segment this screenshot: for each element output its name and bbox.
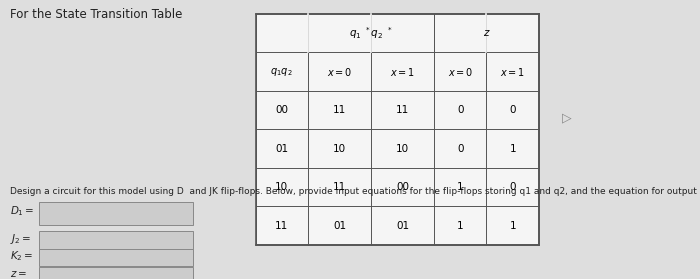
Text: $K_2=$: $K_2=$ [10,249,34,263]
Text: $x=1$: $x=1$ [390,66,415,78]
Text: 1: 1 [510,221,516,231]
Text: 11: 11 [333,105,346,115]
Text: $x=0$: $x=0$ [327,66,352,78]
Text: 10: 10 [275,182,288,192]
FancyBboxPatch shape [38,249,193,266]
Text: $J_2=$: $J_2=$ [10,232,32,246]
Text: 0: 0 [510,182,516,192]
Text: 1: 1 [510,144,516,154]
Text: 00: 00 [396,182,409,192]
Text: 00: 00 [275,105,288,115]
Text: $x=0$: $x=0$ [447,66,473,78]
FancyBboxPatch shape [256,14,539,245]
Text: For the State Transition Table: For the State Transition Table [10,8,183,21]
Text: 11: 11 [333,182,346,192]
Text: 11: 11 [396,105,409,115]
FancyBboxPatch shape [38,267,193,279]
Text: $q_1q_2$: $q_1q_2$ [270,66,293,78]
Text: 1: 1 [457,221,463,231]
Text: $q_1\ ^*q_2\ ^*$: $q_1\ ^*q_2\ ^*$ [349,25,393,41]
Text: $z=$: $z=$ [10,269,27,279]
Text: 0: 0 [457,105,463,115]
Text: 1: 1 [457,182,463,192]
Text: 11: 11 [275,221,288,231]
Text: 01: 01 [275,144,288,154]
Text: Design a circuit for this model using D  and JK flip-flops. Below, provide input: Design a circuit for this model using D … [10,187,700,196]
Text: ▷: ▷ [562,111,572,124]
FancyBboxPatch shape [38,231,193,249]
Text: 01: 01 [396,221,409,231]
Text: 01: 01 [333,221,346,231]
Text: 0: 0 [510,105,516,115]
Text: $x=1$: $x=1$ [500,66,526,78]
Text: 10: 10 [396,144,409,154]
FancyBboxPatch shape [38,202,193,225]
Text: 10: 10 [333,144,346,154]
Text: 0: 0 [457,144,463,154]
Text: $z$: $z$ [483,28,490,38]
Text: $D_1=$: $D_1=$ [10,204,35,218]
